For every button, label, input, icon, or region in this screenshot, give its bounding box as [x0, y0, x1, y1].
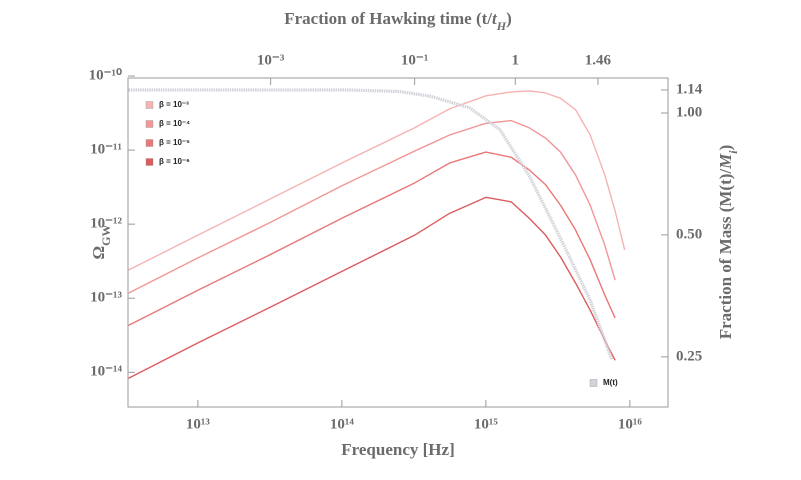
- y2-axis-label: Fraction of Mass (M(t)/Mi): [716, 145, 740, 340]
- y2-axis-label-part: M: [716, 153, 735, 170]
- x2-axis-label-part: ): [506, 9, 512, 28]
- x2-tick-label: 10⁻¹: [401, 52, 428, 68]
- legend-swatch: [145, 120, 154, 128]
- x-tick-label: 10¹³: [186, 416, 210, 432]
- y2-tick-label: 0.50: [676, 226, 702, 242]
- y-axis-label: ΩGW: [89, 225, 113, 260]
- legend-swatch: [589, 379, 598, 387]
- legend-label: β = 10⁻⁵: [159, 138, 190, 147]
- series-line: [128, 90, 626, 271]
- y-axis-label-part: GW: [99, 225, 113, 246]
- y2-axis-label-part: Fraction of Mass (M(t)/: [716, 169, 735, 340]
- x2-axis-label-part: t: [492, 9, 498, 28]
- y2-axis-label-part: ): [716, 145, 735, 151]
- y-tick-label: 10⁻¹⁰: [89, 67, 122, 83]
- legend-swatch: [145, 158, 154, 166]
- y-tick-label: 10⁻¹⁴: [90, 364, 122, 380]
- legend-label: β = 10⁻⁴: [159, 119, 190, 128]
- series-line: [128, 151, 616, 326]
- x2-tick-label: 10⁻³: [257, 52, 285, 68]
- x2-tick-label: 1.46: [585, 52, 612, 68]
- x2-axis-label-part: H: [496, 19, 507, 33]
- y2-tick-label: 0.25: [676, 348, 702, 364]
- x-tick-label: 10¹⁶: [618, 416, 642, 432]
- legend-label: β = 10⁻³: [159, 100, 189, 109]
- x-axis-label: Frequency [Hz]: [341, 440, 454, 459]
- series-line: [128, 196, 616, 379]
- x2-axis-label: Fraction of Hawking time (t/tH): [284, 9, 512, 33]
- series-line: [128, 119, 616, 294]
- mass-curve: [128, 88, 614, 361]
- plot-frame: [127, 77, 669, 408]
- y-tick-label: 10⁻¹²: [90, 216, 122, 232]
- y2-axis-label-part: i: [726, 150, 740, 154]
- y2-tick-label: 1.00: [676, 104, 702, 120]
- legend-label: M(t): [603, 378, 618, 387]
- legend-swatch: [145, 101, 154, 109]
- x2-tick-label: 1: [512, 52, 520, 68]
- y-axis-label-part: Ω: [89, 246, 108, 260]
- legend-swatch: [145, 139, 154, 147]
- x-tick-label: 10¹⁴: [330, 416, 354, 432]
- x-tick-label: 10¹⁵: [474, 416, 498, 432]
- legend-label: β = 10⁻⁶: [159, 157, 190, 166]
- y-tick-label: 10⁻¹³: [90, 290, 122, 306]
- x2-axis-label-part: Fraction of Hawking time (t/: [284, 9, 492, 28]
- y2-tick-label: 1.14: [676, 81, 703, 97]
- y-tick-label: 10⁻¹¹: [90, 142, 122, 158]
